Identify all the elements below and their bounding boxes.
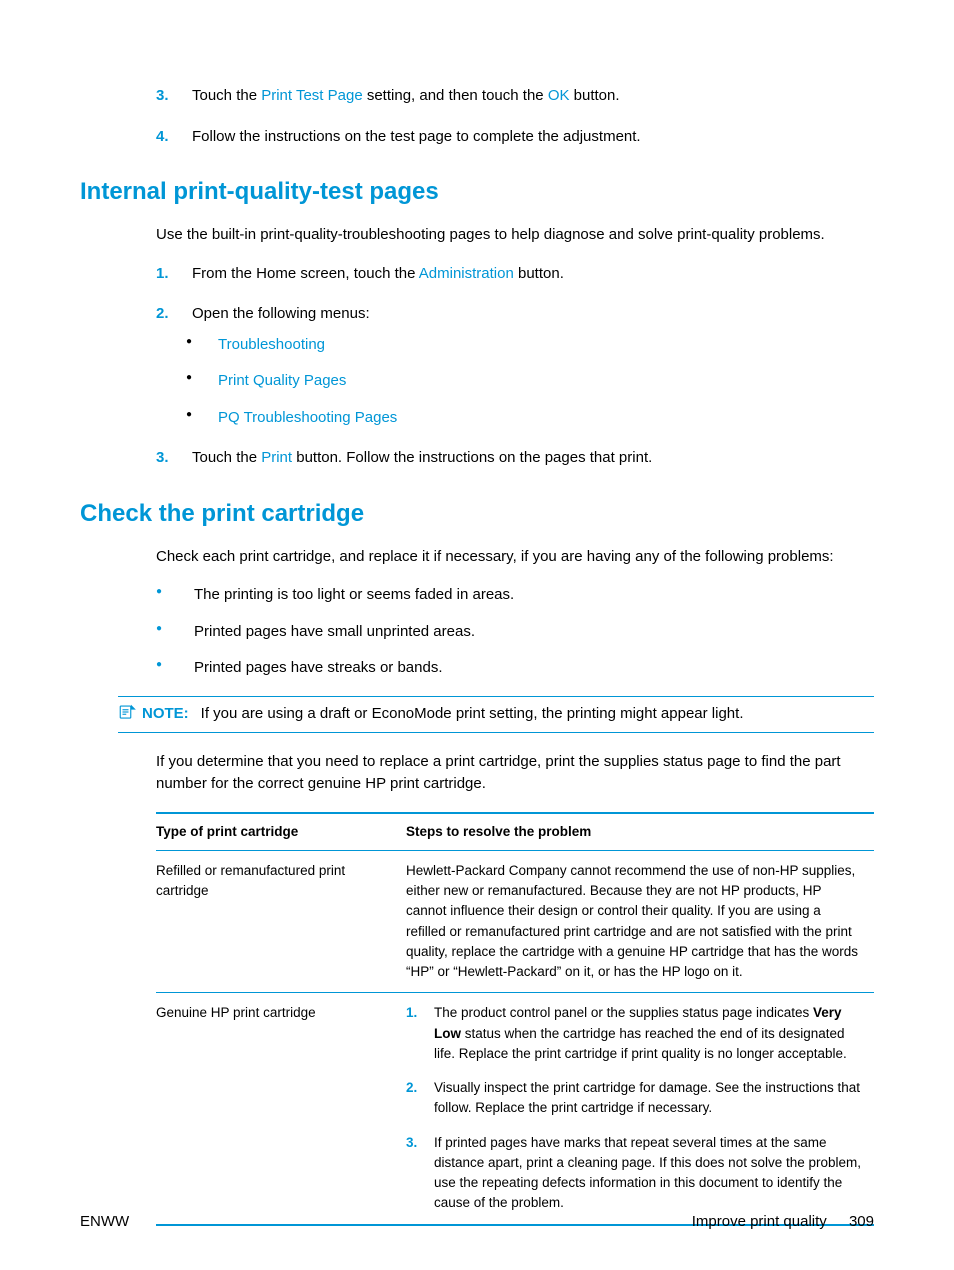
table-header-steps: Steps to resolve the problem	[406, 813, 874, 851]
step-text: Follow the instructions on the test page…	[192, 126, 641, 149]
problem-bullet-1: The printing is too light or seems faded…	[156, 584, 874, 607]
step-number: 3.	[156, 447, 192, 470]
print-test-page-link: Print Test Page	[261, 87, 362, 104]
note-block: NOTE: If you are using a draft or EconoMo…	[118, 696, 874, 733]
s1-step-3: 3. Touch the Print button. Follow the in…	[156, 447, 874, 470]
heading-check-cartridge: Check the print cartridge	[80, 500, 874, 528]
cell-steps-refilled: Hewlett-Packard Company cannot recommend…	[406, 850, 874, 993]
print-link: Print	[261, 449, 292, 466]
bullet-pq-troubleshooting: PQ Troubleshooting Pages	[186, 407, 874, 430]
step-number: 4.	[156, 126, 192, 149]
administration-link: Administration	[419, 265, 514, 282]
step-number: 1.	[406, 1003, 434, 1064]
step-number: 3.	[406, 1133, 434, 1214]
footer-section-label: Improve print quality	[692, 1213, 827, 1230]
cell-type-refilled: Refilled or remanufactured print cartrid…	[156, 850, 406, 993]
menu-bullets: Troubleshooting Print Quality Pages PQ T…	[186, 334, 874, 430]
problem-bullets: The printing is too light or seems faded…	[156, 584, 874, 680]
section1-intro: Use the built-in print-quality-troublesh…	[156, 224, 874, 247]
step-text: From the Home screen, touch the Administ…	[192, 263, 564, 286]
step-4: 4. Follow the instructions on the test p…	[156, 126, 874, 149]
step-number: 2.	[406, 1078, 434, 1119]
note-text-body: If you are using a draft or EconoMode pr…	[201, 705, 744, 722]
step-number: 1.	[156, 263, 192, 286]
genuine-step-2: 2. Visually inspect the print cartridge …	[406, 1078, 864, 1119]
s1-step-2: 2. Open the following menus: Troubleshoo…	[156, 303, 874, 429]
footer-right: Improve print quality 309	[692, 1213, 874, 1230]
step-text: Visually inspect the print cartridge for…	[434, 1078, 864, 1119]
bullet-troubleshooting: Troubleshooting	[186, 334, 874, 357]
step-text: Touch the Print button. Follow the instr…	[192, 447, 652, 470]
step-text: If printed pages have marks that repeat …	[434, 1133, 864, 1214]
step-text: Open the following menus:	[192, 303, 370, 326]
step-number: 3.	[156, 85, 192, 108]
step-number: 2.	[156, 303, 192, 326]
genuine-steps: 1. The product control panel or the supp…	[406, 1003, 864, 1213]
continued-steps: 3. Touch the Print Test Page setting, an…	[80, 85, 874, 148]
genuine-step-3: 3. If printed pages have marks that repe…	[406, 1133, 864, 1214]
step-text: The product control panel or the supplie…	[434, 1003, 864, 1064]
step-text: Touch the Print Test Page setting, and t…	[192, 85, 620, 108]
cell-type-genuine: Genuine HP print cartridge	[156, 993, 406, 1225]
section2-para2: If you determine that you need to replac…	[156, 751, 874, 796]
footer-left: ENWW	[80, 1213, 129, 1230]
section1-steps: 1. From the Home screen, touch the Admin…	[80, 263, 874, 470]
bullet-print-quality-pages: Print Quality Pages	[186, 370, 874, 393]
genuine-step-1: 1. The product control panel or the supp…	[406, 1003, 864, 1064]
table-row-genuine: Genuine HP print cartridge 1. The produc…	[156, 993, 874, 1225]
cell-steps-genuine: 1. The product control panel or the supp…	[406, 993, 874, 1225]
table-header-type: Type of print cartridge	[156, 813, 406, 851]
page-number: 309	[849, 1213, 874, 1230]
note-icon	[118, 703, 142, 726]
page-footer: ENWW Improve print quality 309	[80, 1213, 874, 1230]
table-row-refilled: Refilled or remanufactured print cartrid…	[156, 850, 874, 993]
cartridge-table: Type of print cartridge Steps to resolve…	[156, 812, 874, 1226]
heading-internal-test-pages: Internal print-quality-test pages	[80, 178, 874, 206]
s1-step-1: 1. From the Home screen, touch the Admin…	[156, 263, 874, 286]
problem-bullet-2: Printed pages have small unprinted areas…	[156, 621, 874, 644]
section2-intro: Check each print cartridge, and replace …	[156, 546, 874, 569]
note-content: NOTE: If you are using a draft or EconoMo…	[142, 703, 874, 726]
ok-link: OK	[548, 87, 570, 104]
problem-bullet-3: Printed pages have streaks or bands.	[156, 657, 874, 680]
note-label: NOTE:	[142, 705, 189, 722]
step-3: 3. Touch the Print Test Page setting, an…	[156, 85, 874, 108]
